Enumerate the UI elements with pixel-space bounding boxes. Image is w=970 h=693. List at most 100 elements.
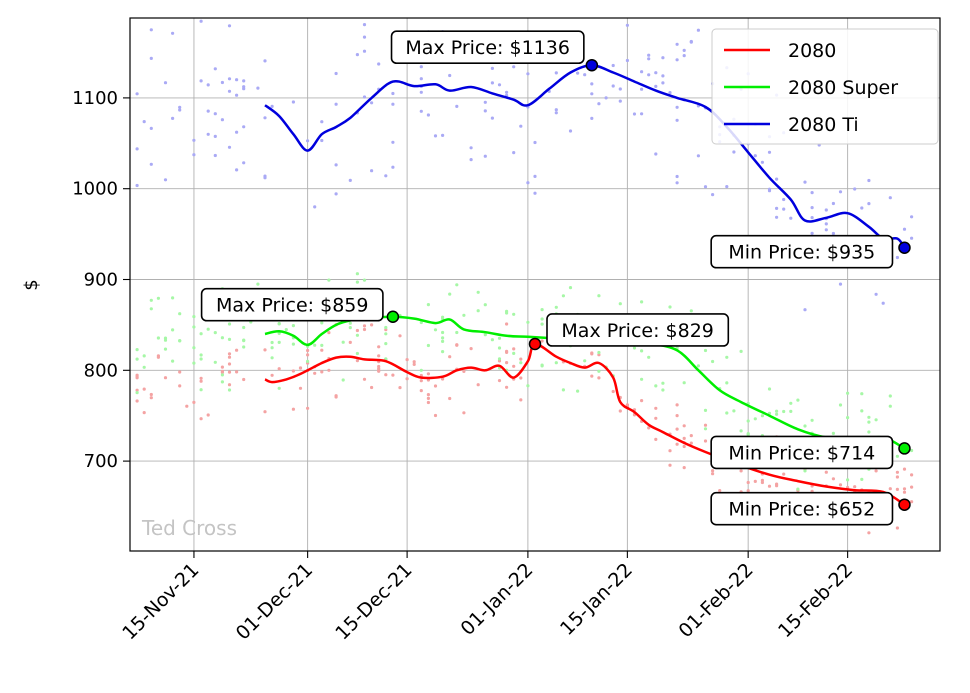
scatter-dot: [306, 359, 310, 363]
scatter-dot: [235, 93, 239, 97]
scatter-dot: [469, 347, 473, 351]
scatter-dot: [227, 24, 232, 28]
scatter-dot: [526, 384, 530, 388]
scatter-dot: [902, 490, 907, 494]
y-tick-label: 800: [84, 360, 118, 381]
price-marker: [898, 241, 911, 254]
scatter-dot: [682, 381, 686, 385]
scatter-dot: [206, 413, 210, 417]
annotation-box: [710, 491, 894, 526]
scatter-dot: [362, 324, 367, 328]
scatter-dot: [711, 193, 715, 197]
scatter-dot: [867, 420, 871, 424]
scatter-dot: [227, 388, 232, 392]
scatter-dot: [867, 430, 871, 434]
scatter-dot: [263, 410, 267, 414]
scatter-dot: [497, 346, 502, 350]
price-marker: [386, 310, 400, 323]
scatter-dot: [199, 388, 203, 392]
scatter-dot: [306, 406, 310, 410]
scatter-dot: [540, 339, 544, 343]
scatter-dot: [654, 416, 658, 420]
scatter-dot: [334, 71, 338, 76]
scatter-dot: [682, 424, 686, 428]
series-line-2080-super: [264, 315, 906, 450]
scatter-dot: [590, 116, 594, 120]
scatter-dot: [220, 80, 224, 85]
scatter-dot: [391, 91, 395, 96]
scatter-dot: [455, 343, 459, 347]
annotation-box: [200, 287, 384, 322]
scatter-dot: [149, 28, 153, 32]
scatter-dot: [895, 255, 900, 260]
scatter-dot: [206, 327, 210, 331]
scatter-dot: [739, 349, 743, 353]
scatter-dot: [178, 370, 182, 374]
scatter-dot: [171, 31, 175, 35]
price-marker: [898, 442, 911, 455]
scatter-dot: [661, 81, 665, 85]
scatter-dot: [362, 327, 367, 332]
scatter-dot: [568, 286, 573, 290]
scatter-dot: [583, 73, 587, 77]
scatter-dot: [433, 134, 438, 138]
scatter-dot: [682, 466, 686, 470]
scatter-dot: [753, 417, 757, 421]
scatter-dot: [860, 477, 864, 481]
scatter-dot: [497, 336, 502, 340]
scatter-dot: [199, 417, 203, 421]
scatter-dot: [227, 383, 232, 387]
scatter-dot: [348, 321, 352, 325]
scatter-dot: [782, 409, 786, 414]
scatter-dot: [703, 423, 708, 427]
scatter-dot: [675, 174, 679, 179]
grid-lines: [130, 18, 940, 551]
scatter-dot: [803, 424, 807, 428]
price-marker: [528, 337, 542, 351]
scatter-dot: [860, 392, 864, 396]
scatter-dot: [824, 222, 828, 226]
scatter-dot: [540, 363, 544, 367]
scatter-dot: [675, 442, 679, 446]
scatter-dot: [178, 312, 182, 316]
scatter-dot: [377, 354, 381, 358]
scatter-dot: [647, 53, 651, 57]
scatter-dot: [789, 216, 793, 220]
scatter-dot: [874, 292, 878, 296]
scatter-dot: [483, 100, 487, 104]
scatter-dot: [888, 196, 892, 200]
price-annotations: Max Price: $829 Min Price: $652 Max Price:…: [200, 30, 911, 526]
scatter-dot: [895, 475, 900, 479]
scatter-dot: [213, 134, 217, 138]
scatter-dot: [227, 362, 232, 366]
scatter-dot: [362, 95, 367, 99]
scatter-dot: [242, 345, 246, 349]
scatter-dot: [469, 146, 473, 150]
annotation-label: Max Price: $859: [216, 295, 368, 317]
scatter-dot: [270, 373, 274, 377]
scatter-dot: [497, 83, 502, 87]
y-tick-label: 700: [84, 451, 118, 472]
scatter-dot: [291, 342, 295, 346]
scatter-dot: [824, 470, 828, 474]
scatter-dot: [448, 292, 452, 296]
scatter-dot: [775, 484, 779, 488]
x-tick-label: 01-Feb-22: [674, 559, 757, 642]
scatter-dot: [355, 53, 359, 57]
scatter-dot: [846, 416, 850, 420]
scatter-dot: [597, 294, 601, 298]
scatter-dot: [689, 309, 693, 313]
scatter-dot: [291, 369, 295, 373]
scatter-dot: [433, 413, 438, 418]
scatter-dot: [171, 116, 175, 120]
scatter-dot: [320, 370, 324, 374]
scatter-dot: [782, 472, 786, 476]
scatter-dot: [867, 202, 871, 206]
scatter-dot: [242, 377, 246, 382]
scatter-points: [135, 19, 914, 535]
scatter-dot: [370, 169, 374, 173]
x-tick-label: 01-Dec-21: [232, 559, 317, 644]
annotation-label: Max Price: $1136: [405, 37, 570, 59]
scatter-dot: [405, 377, 409, 381]
scatter-dot: [760, 480, 765, 485]
